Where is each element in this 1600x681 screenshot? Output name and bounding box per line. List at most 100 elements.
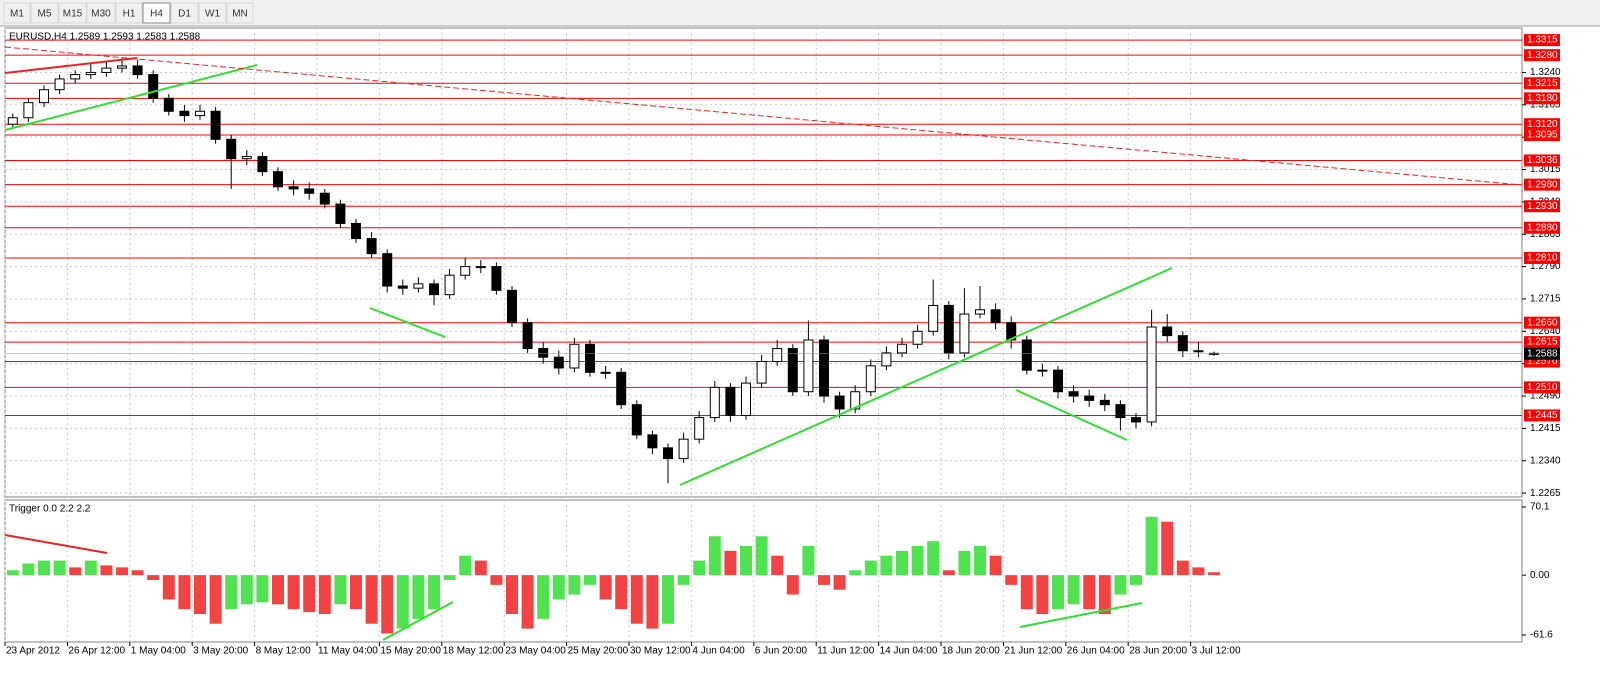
y-tick-label: 1.2715 — [1530, 294, 1561, 305]
histogram-bar — [116, 567, 128, 576]
timeframe-label[interactable]: M30 — [91, 9, 111, 20]
candle-body — [382, 253, 393, 287]
timeframe-button[interactable] — [3, 2, 31, 24]
timeframe-button[interactable] — [198, 2, 227, 24]
level-label: 1.2660 — [1527, 317, 1558, 328]
timeframe-label[interactable]: D1 — [178, 9, 191, 20]
x-tick-label: 3 May 20:00 — [193, 646, 248, 657]
y-tick-label: 70.1 — [1530, 502, 1550, 513]
timeframe-label[interactable]: M5 — [38, 9, 52, 20]
timeframe-button[interactable] — [115, 2, 143, 24]
x-tick-label: 26 Jun 04:00 — [1067, 646, 1125, 657]
histogram-bar — [334, 575, 347, 605]
candle-body — [1084, 395, 1095, 401]
trend-line — [1015, 389, 1128, 441]
candle-body — [132, 65, 143, 76]
chart-title: EURUSD,H4 1.2589 1.2593 1.2583 1.2588 — [9, 32, 201, 43]
histogram-bar — [459, 555, 472, 576]
histogram-bar — [443, 575, 456, 580]
histogram-bar — [1176, 560, 1189, 576]
candle-body — [273, 171, 283, 188]
x-tick-label: 15 May 20:00 — [380, 646, 441, 657]
level-label-box — [1524, 49, 1560, 62]
histogram-bar — [22, 563, 35, 576]
timeframe-button[interactable] — [226, 2, 254, 24]
y-tick-label: 1.2490 — [1530, 391, 1561, 402]
histogram-bar — [646, 575, 659, 629]
level-label-box — [1524, 178, 1560, 191]
candle-body — [460, 266, 471, 276]
timeframe-label[interactable]: MN — [232, 9, 248, 20]
x-tick-label: 18 Jun 20:00 — [942, 646, 1000, 657]
histogram-bar — [974, 545, 986, 576]
histogram-bar — [927, 541, 940, 576]
histogram-bar — [1145, 516, 1158, 576]
y-tick-label: 1.3015 — [1530, 164, 1561, 175]
candle-body — [304, 188, 315, 194]
timeframe-label[interactable]: H4 — [150, 9, 163, 20]
candle-body — [772, 348, 783, 363]
labels: 1.22651.23401.24151.24901.25651.26401.27… — [4, 34, 1561, 657]
histogram-bar — [537, 575, 550, 619]
candle-body — [569, 343, 580, 369]
trend-line — [4, 57, 138, 74]
level-label-box — [1524, 221, 1560, 234]
candle-body — [756, 361, 767, 384]
current-price-box — [1524, 347, 1560, 360]
candle-body — [850, 391, 861, 410]
timeframe-label[interactable]: W1 — [205, 9, 220, 20]
level-label-box — [1524, 154, 1560, 167]
timeframe-label[interactable]: M15 — [63, 9, 83, 20]
histogram-bar — [958, 550, 971, 576]
histogram-bar — [693, 560, 706, 576]
candle-body — [241, 156, 252, 160]
x-tick-label: 14 Jun 04:00 — [880, 646, 938, 657]
level-label-box — [1524, 200, 1560, 213]
candle-body — [819, 339, 829, 397]
histogram-bar — [1161, 521, 1174, 576]
y-tick-label: 1.3165 — [1530, 99, 1561, 110]
candle-body — [101, 67, 112, 73]
timeframe-label[interactable]: M1 — [10, 9, 24, 20]
y-tick-label: 1.2415 — [1530, 423, 1561, 434]
level-label: 1.3180 — [1527, 93, 1558, 104]
timeframe-button[interactable] — [142, 2, 171, 24]
timeframe-button[interactable] — [170, 2, 199, 24]
candle-body — [1021, 339, 1032, 371]
level-label-box — [1524, 77, 1560, 90]
timeframe-label[interactable]: H1 — [123, 9, 136, 20]
histogram-bar — [599, 575, 612, 600]
histogram-bar — [272, 575, 284, 605]
histogram-bar — [724, 550, 737, 576]
timeframe-button[interactable] — [86, 2, 116, 24]
histogram-bar — [1020, 575, 1033, 610]
x-tick-label: 21 Jun 12:00 — [1004, 646, 1062, 657]
candle-body — [553, 356, 564, 369]
y-tick-label: 1.2340 — [1530, 455, 1561, 466]
histogram-bar — [942, 570, 955, 576]
histogram-bar — [1098, 575, 1111, 615]
histogram-bar — [100, 565, 113, 576]
candle-body — [881, 352, 892, 367]
histogram-bar — [755, 536, 768, 576]
level-label: 1.3215 — [1527, 78, 1558, 89]
toolbar — [0, 0, 1600, 26]
candle-body — [226, 138, 237, 160]
candle-body — [1053, 369, 1063, 393]
indicator-title: Trigger 0.0 2.2 2.2 — [9, 504, 91, 515]
timeframe-button[interactable] — [58, 2, 87, 24]
candle-body — [148, 74, 159, 99]
trend-line — [4, 46, 1523, 186]
candle-body — [23, 102, 34, 119]
candle-body — [1146, 326, 1157, 423]
candle-body — [7, 117, 18, 125]
histogram-bar — [162, 575, 175, 600]
candle-body — [54, 78, 65, 91]
candle-body — [725, 386, 736, 416]
candle-body — [195, 110, 205, 117]
x-tick-label: 8 May 12:00 — [256, 646, 311, 657]
candle-body — [928, 304, 939, 332]
trend-line — [369, 307, 446, 338]
timeframe-button[interactable] — [30, 2, 59, 24]
